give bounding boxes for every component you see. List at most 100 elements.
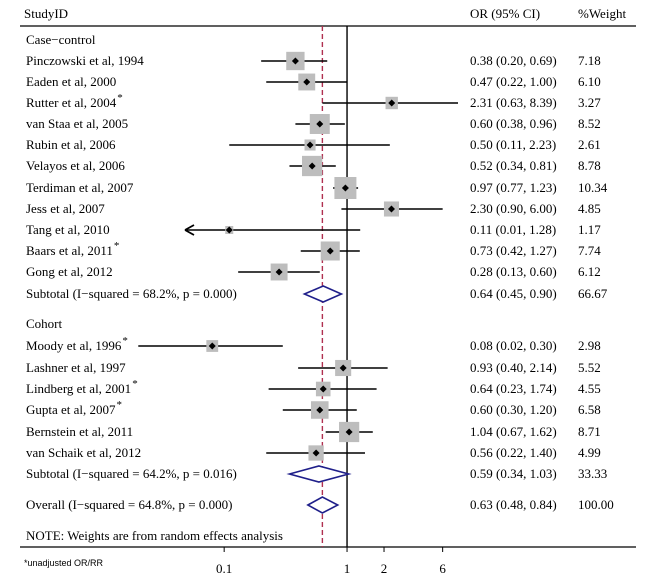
- or-ci-value: 0.47 (0.22, 1.00): [470, 74, 557, 89]
- x-tick-label: 2: [381, 561, 388, 576]
- point-estimate: [387, 205, 395, 213]
- weight-value: 2.98: [578, 338, 601, 353]
- unadjusted-star: *: [132, 378, 138, 390]
- weight-value: 4.85: [578, 201, 601, 216]
- unadjusted-star: *: [122, 335, 128, 347]
- study-label: Velayos et al, 2006: [26, 158, 125, 173]
- group-header: Case−control: [26, 32, 96, 47]
- overall-or-ci: 0.63 (0.48, 0.84): [470, 497, 557, 512]
- study-row: Moody et al, 1996 * 0.08 (0.02, 0.30) 2.98: [26, 335, 601, 353]
- study-label: Pinczowski et al, 1994: [26, 53, 144, 68]
- weight-value: 3.27: [578, 95, 601, 110]
- point-estimate: [345, 428, 353, 436]
- point-estimate: [316, 120, 324, 128]
- subtotal-or-ci: 0.64 (0.45, 0.90): [470, 286, 557, 301]
- study-label: Rubin et al, 2006: [26, 137, 116, 152]
- study-label: Rutter et al, 2004: [26, 95, 117, 110]
- weight-value: 1.17: [578, 222, 601, 237]
- subtotal-or-ci: 0.59 (0.34, 1.03): [470, 466, 557, 481]
- or-ci-value: 0.52 (0.34, 0.81): [470, 158, 557, 173]
- study-row: Lashner et al, 1997 0.93 (0.40, 2.14) 5.52: [26, 359, 601, 377]
- point-estimate: [303, 78, 311, 86]
- subtotal-diamond: [302, 285, 344, 303]
- study-row: Baars et al, 2011 * 0.73 (0.42, 1.27) 7.74: [26, 240, 601, 261]
- study-label: Moody et al, 1996: [26, 338, 122, 353]
- or-ci-value: 0.64 (0.23, 1.74): [470, 381, 557, 396]
- subtotal-weight: 33.33: [578, 466, 607, 481]
- weight-value: 7.74: [578, 243, 601, 258]
- x-tick-label: 6: [439, 561, 446, 576]
- weight-value: 6.12: [578, 264, 601, 279]
- study-row: van Staa et al, 2005 0.60 (0.38, 0.96) 8.5…: [26, 114, 601, 134]
- or-ci-value: 0.60 (0.30, 1.20): [470, 402, 557, 417]
- point-estimate: [388, 99, 396, 107]
- or-ci-value: 1.04 (0.67, 1.62): [470, 424, 557, 439]
- subtotal: Subtotal (I−squared = 68.2%, p = 0.000) 0…: [26, 285, 608, 303]
- subtotal-label: Subtotal (I−squared = 64.2%, p = 0.016): [26, 466, 237, 481]
- x-tick-label: 1: [344, 561, 351, 576]
- or-ci-value: 0.38 (0.20, 0.69): [470, 53, 557, 68]
- study-row: Rubin et al, 2006 0.50 (0.11, 2.23) 2.61: [26, 137, 601, 152]
- or-ci-value: 0.93 (0.40, 2.14): [470, 360, 557, 375]
- point-estimate: [316, 406, 324, 414]
- study-label: Gupta et al, 2007: [26, 402, 116, 417]
- weight-value: 5.52: [578, 360, 601, 375]
- weight-value: 6.58: [578, 402, 601, 417]
- weight-value: 8.52: [578, 116, 601, 131]
- study-row: Lindberg et al, 2001 * 0.64 (0.23, 1.74) 4.…: [26, 378, 601, 397]
- unadjusted-star: *: [114, 240, 120, 252]
- weight-value: 6.10: [578, 74, 601, 89]
- unadjusted-star: *: [117, 92, 123, 104]
- subtotal-label: Subtotal (I−squared = 68.2%, p = 0.000): [26, 286, 237, 301]
- study-label: Tang et al, 2010: [26, 222, 110, 237]
- or-ci-value: 0.97 (0.77, 1.23): [470, 180, 557, 195]
- subtotal-weight: 66.67: [578, 286, 608, 301]
- overall-label: Overall (I−squared = 64.8%, p = 0.000): [26, 497, 232, 512]
- or-ci-value: 0.73 (0.42, 1.27): [470, 243, 557, 258]
- weight-value: 2.61: [578, 137, 601, 152]
- study-row: Tang et al, 2010 0.11 (0.01, 1.28) 1.17: [26, 222, 601, 237]
- weight-value: 10.34: [578, 180, 608, 195]
- study-row: van Schaik et al, 2012 0.56 (0.22, 1.40) 4…: [26, 445, 601, 461]
- or-ci-value: 0.56 (0.22, 1.40): [470, 445, 557, 460]
- point-estimate: [308, 162, 316, 170]
- study-rows: Case−control Pinczowski et al, 1994 0.38 (…: [26, 32, 614, 514]
- x-axis: 0.1 1 2 6: [216, 547, 446, 576]
- or-ci-value: 0.60 (0.38, 0.96): [470, 116, 557, 131]
- footnote: NOTE: Weights are from random effects an…: [26, 528, 283, 543]
- point-estimate: [341, 184, 349, 192]
- point-estimate: [306, 141, 314, 149]
- subtotal-diamond: [286, 465, 352, 483]
- or-ci-value: 0.11 (0.01, 1.28): [470, 222, 556, 237]
- study-row: Jess et al, 2007 2.30 (0.90, 6.00) 4.85: [26, 201, 601, 217]
- header-or-ci: OR (95% CI): [470, 6, 540, 21]
- subtotal: Subtotal (I−squared = 64.2%, p = 0.016) 0…: [26, 465, 607, 483]
- point-estimate: [312, 449, 320, 457]
- point-estimate: [319, 385, 327, 393]
- x-tick-label: 0.1: [216, 561, 232, 576]
- study-label: van Staa et al, 2005: [26, 116, 128, 131]
- study-row: Rutter et al, 2004 * 2.31 (0.63, 8.39) 3.27: [26, 92, 601, 110]
- point-estimate: [225, 226, 233, 234]
- weight-value: 4.55: [578, 381, 601, 396]
- study-label: Baars et al, 2011: [26, 243, 113, 258]
- or-ci-value: 2.31 (0.63, 8.39): [470, 95, 557, 110]
- study-row: Pinczowski et al, 1994 0.38 (0.20, 0.69) 7…: [26, 51, 601, 71]
- study-row: Gupta et al, 2007 * 0.60 (0.30, 1.20) 6.58: [26, 399, 601, 419]
- weight-value: 8.78: [578, 158, 601, 173]
- study-label: Gong et al, 2012: [26, 264, 113, 279]
- or-ci-value: 2.30 (0.90, 6.00): [470, 201, 557, 216]
- weight-value: 7.18: [578, 53, 601, 68]
- weight-value: 4.99: [578, 445, 601, 460]
- unadjusted-star: *: [117, 399, 123, 411]
- study-label: Eaden et al, 2000: [26, 74, 116, 89]
- header-weight: %Weight: [578, 6, 626, 21]
- study-row: Bernstein et al, 2011 1.04 (0.67, 1.62) 8.…: [26, 421, 601, 443]
- overall: Overall (I−squared = 64.8%, p = 0.000) 0.…: [26, 496, 614, 514]
- header-study: StudyID: [24, 6, 68, 21]
- study-row: Eaden et al, 2000 0.47 (0.22, 1.00) 6.10: [26, 73, 601, 91]
- point-estimate: [275, 268, 283, 276]
- unadjusted-note: *unadjusted OR/RR: [24, 558, 104, 568]
- study-label: van Schaik et al, 2012: [26, 445, 141, 460]
